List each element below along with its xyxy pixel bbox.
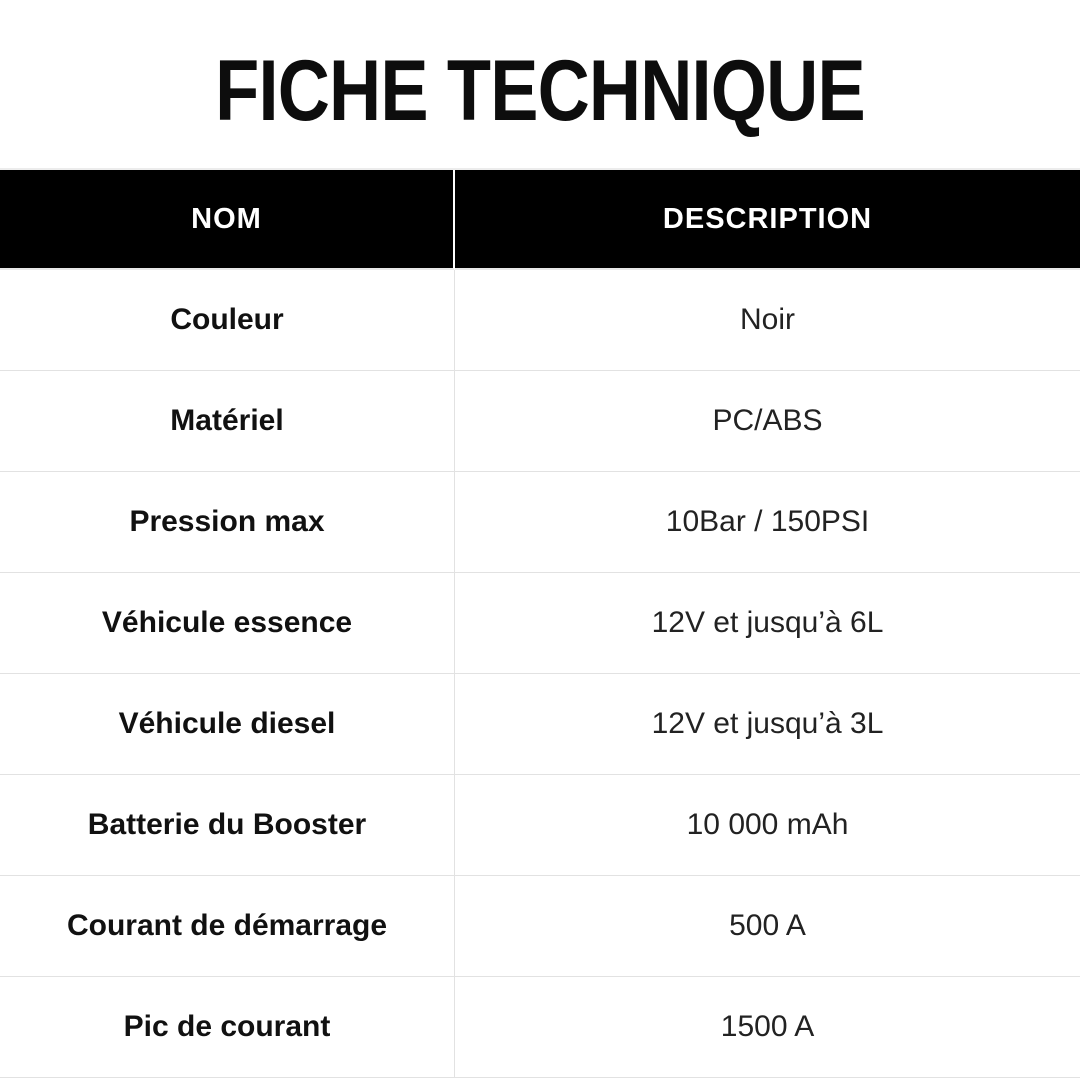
spec-name-materiel: Matériel: [0, 371, 455, 472]
spec-value-courant-demarrage: 500 A: [455, 876, 1080, 977]
spec-value-materiel: PC/ABS: [455, 371, 1080, 472]
spec-table: NOM DESCRIPTION Couleur Noir Matériel PC…: [0, 168, 1080, 1078]
spec-value-pic-courant: 1500 A: [455, 977, 1080, 1078]
spec-value-batterie-booster: 10 000 mAh: [455, 775, 1080, 876]
column-header-nom: NOM: [0, 170, 455, 270]
column-header-description: DESCRIPTION: [455, 170, 1080, 270]
page-title: FICHE TECHNIQUE: [215, 43, 865, 139]
spec-value-vehicule-diesel: 12V et jusqu’à 3L: [455, 674, 1080, 775]
spec-value-pression-max: 10Bar / 150PSI: [455, 472, 1080, 573]
spec-value-vehicule-essence: 12V et jusqu’à 6L: [455, 573, 1080, 674]
spec-name-vehicule-diesel: Véhicule diesel: [0, 674, 455, 775]
spec-name-pression-max: Pression max: [0, 472, 455, 573]
spec-name-batterie-booster: Batterie du Booster: [0, 775, 455, 876]
spec-value-couleur: Noir: [455, 270, 1080, 371]
spec-name-vehicule-essence: Véhicule essence: [0, 573, 455, 674]
spec-name-courant-demarrage: Courant de démarrage: [0, 876, 455, 977]
spec-name-pic-courant: Pic de courant: [0, 977, 455, 1078]
spec-name-couleur: Couleur: [0, 270, 455, 371]
